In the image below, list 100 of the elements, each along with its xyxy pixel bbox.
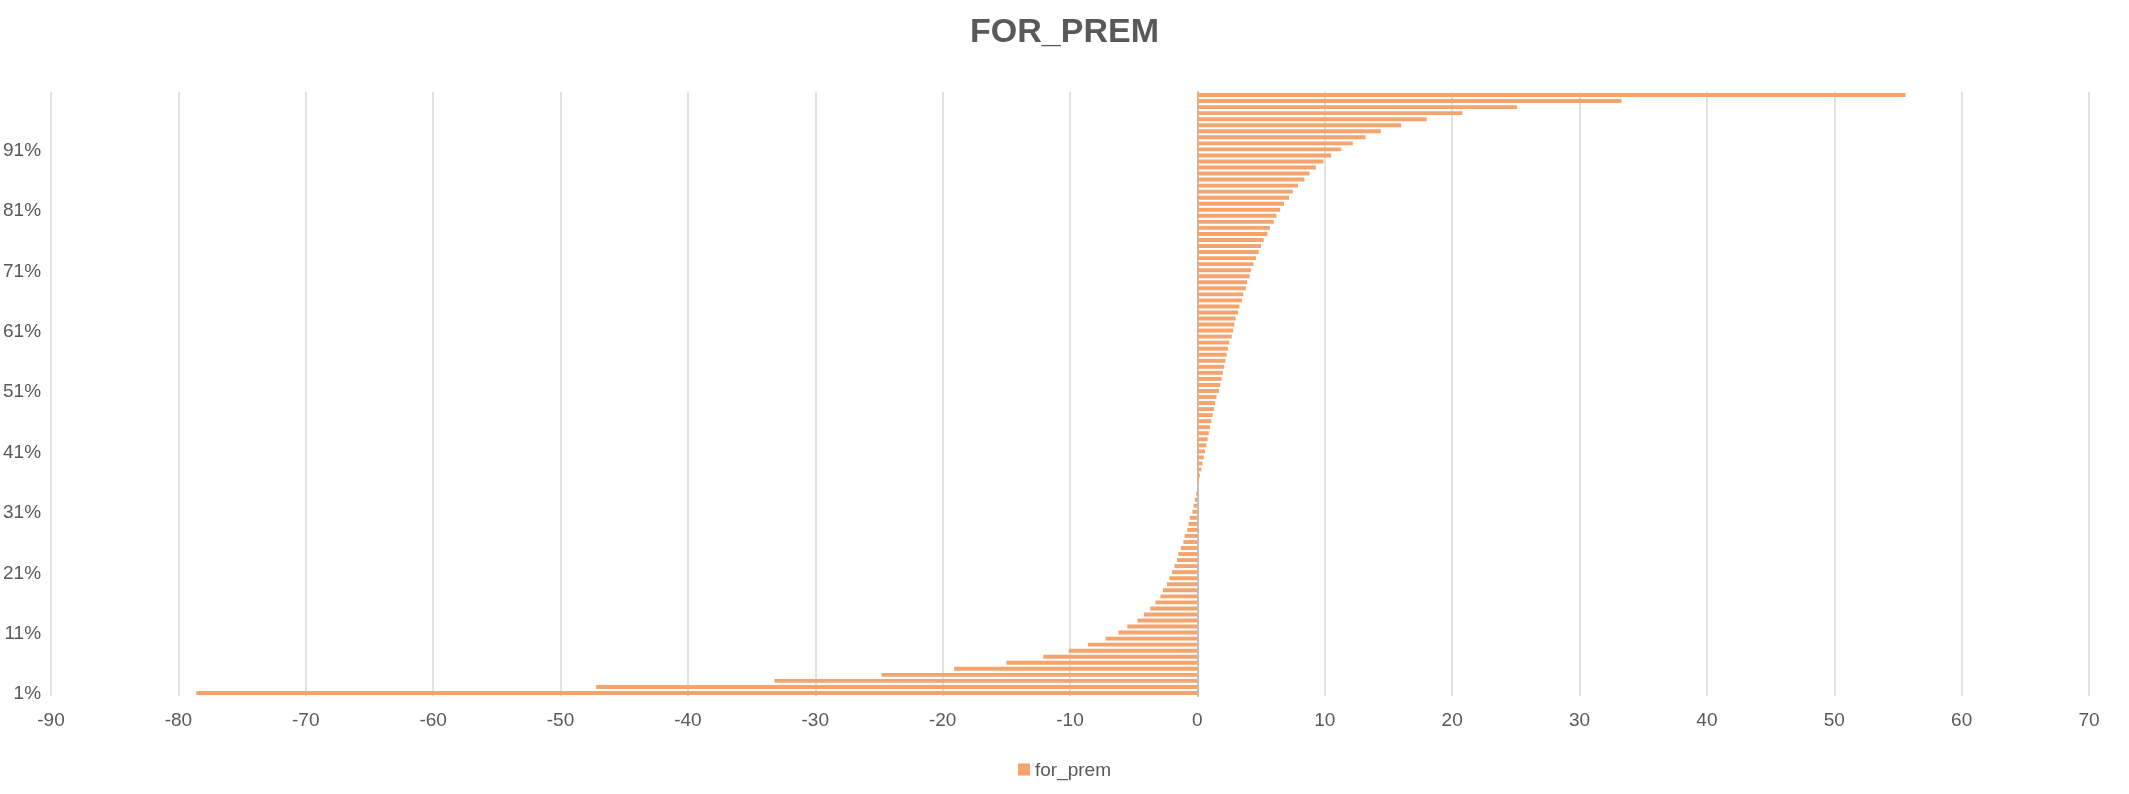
x-tick-label: -80 <box>164 709 193 730</box>
bar <box>1197 328 1234 333</box>
bar <box>1197 129 1381 134</box>
bar <box>1197 105 1518 110</box>
bar <box>1180 546 1198 550</box>
bar <box>1197 449 1206 454</box>
bar <box>1197 147 1342 152</box>
bar <box>1197 310 1239 315</box>
bar <box>1197 238 1264 242</box>
bar <box>1188 521 1198 526</box>
bar <box>1197 189 1293 194</box>
legend-label: for_prem <box>1034 759 1112 781</box>
bar <box>1197 225 1270 230</box>
bar <box>1197 413 1213 418</box>
bar <box>1197 304 1240 309</box>
bar <box>1197 135 1366 140</box>
bar <box>1163 588 1198 593</box>
bar <box>1192 509 1198 514</box>
bar <box>596 684 1198 689</box>
bar <box>1197 407 1214 412</box>
x-tick-label: -30 <box>801 709 829 730</box>
x-tick-label: -90 <box>37 709 65 730</box>
x-tick-label: -70 <box>292 709 320 730</box>
bar <box>1197 425 1211 430</box>
x-tick-label: 20 <box>1441 709 1463 730</box>
bar <box>1197 395 1217 399</box>
chart-title: FOR_PREM <box>970 11 1159 49</box>
bar <box>1178 552 1198 557</box>
bar <box>1197 268 1251 273</box>
y-tick-label: 1% <box>13 682 42 704</box>
bar <box>196 691 1198 695</box>
bar <box>1197 111 1463 116</box>
y-tick-label: 41% <box>3 440 42 462</box>
bar <box>1197 99 1622 104</box>
bar <box>1197 274 1250 279</box>
bar <box>1197 334 1232 339</box>
bar <box>1150 606 1198 611</box>
x-tick-label: -50 <box>546 709 575 730</box>
bar <box>1184 533 1198 538</box>
y-tick-label: 11% <box>4 622 42 644</box>
bar <box>1197 219 1274 224</box>
bar <box>1197 358 1226 363</box>
bar <box>1068 648 1198 653</box>
x-tick-label: -20 <box>928 709 957 730</box>
x-tick-label: 0 <box>1192 709 1203 730</box>
bar <box>1197 153 1332 158</box>
bar <box>1197 231 1268 236</box>
bar <box>1160 594 1198 599</box>
bar <box>1177 558 1198 563</box>
x-tick-label: 50 <box>1823 709 1845 730</box>
bar <box>1197 117 1427 122</box>
bar <box>1183 540 1198 544</box>
bar <box>1197 455 1204 460</box>
x-tick-label: 60 <box>1951 709 1973 730</box>
bar <box>1169 576 1198 581</box>
bar <box>1197 443 1207 448</box>
bar <box>1197 352 1227 357</box>
bar <box>1197 250 1259 255</box>
bar <box>1197 322 1235 327</box>
x-tick-label: 30 <box>1568 709 1591 730</box>
x-tick-label: -40 <box>674 709 702 730</box>
bar <box>1197 213 1277 218</box>
y-tick-label: 61% <box>3 320 42 342</box>
bar <box>1197 195 1290 200</box>
bar <box>1197 183 1299 188</box>
y-tick-label: 31% <box>3 501 42 523</box>
bar <box>1006 660 1198 665</box>
bar <box>1197 201 1284 206</box>
bar <box>1197 141 1353 146</box>
bar <box>1197 376 1222 381</box>
bar <box>1127 624 1198 629</box>
bar <box>1197 159 1324 164</box>
bar <box>1171 570 1198 575</box>
bar <box>1197 364 1225 369</box>
bar <box>1197 389 1220 393</box>
bar <box>1197 177 1305 182</box>
bar <box>1197 419 1212 424</box>
x-tick-label: -10 <box>1056 709 1084 730</box>
bar <box>1197 461 1203 466</box>
bar <box>1197 437 1208 442</box>
bar <box>1197 346 1228 351</box>
bar <box>1197 244 1262 248</box>
bar <box>1189 515 1198 520</box>
bar <box>1143 612 1198 617</box>
bar <box>1197 207 1281 212</box>
y-tick-label: 71% <box>3 259 42 281</box>
bar <box>1197 370 1223 375</box>
x-tick-label: -60 <box>419 709 447 730</box>
bar <box>1197 298 1242 303</box>
y-tick-label: 91% <box>3 138 42 160</box>
bar <box>1197 262 1254 267</box>
bar <box>1197 280 1248 285</box>
bar <box>1197 286 1246 291</box>
bar <box>1197 401 1216 406</box>
bar <box>1087 642 1198 647</box>
y-tick-label: 21% <box>3 561 42 583</box>
bar <box>1155 600 1198 605</box>
bar <box>774 678 1198 683</box>
bar <box>1197 382 1221 387</box>
bar <box>1043 654 1198 659</box>
